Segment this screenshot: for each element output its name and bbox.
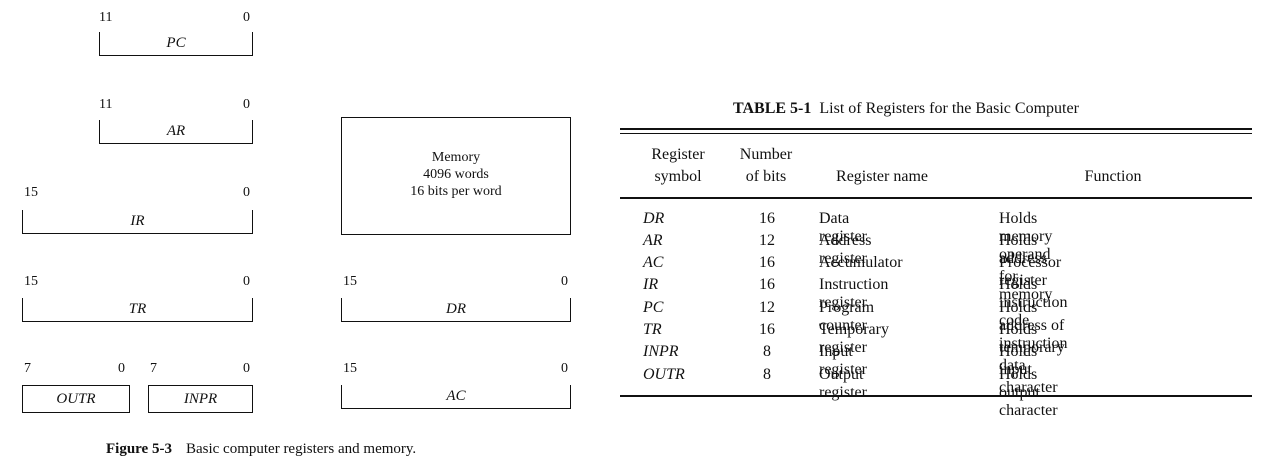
header-number-of-bits: Number of bits (726, 144, 806, 188)
row-symbol: IR (643, 276, 659, 293)
row-name: Instruction register (819, 276, 889, 311)
row-symbol: OUTR (643, 366, 685, 383)
memory-word-size: 16 bits per word (410, 184, 502, 199)
header-bits-line1: Number (739, 146, 793, 163)
memory-size: 4096 words (423, 167, 489, 182)
row-bits: 16 (759, 276, 775, 293)
row-symbol: AR (643, 232, 663, 249)
row-name: Address register (819, 232, 872, 267)
row-name: Accumulator (819, 254, 903, 271)
row-function: Holds instruction code (999, 276, 1068, 329)
table-header-rule (620, 197, 1252, 199)
inpr-register-box: INPR (148, 385, 253, 413)
row-function: Holds temporary data (999, 321, 1065, 374)
row-symbol: INPR (643, 343, 679, 360)
row-name: Temporary register (819, 321, 889, 356)
tr-register-box: TR (22, 298, 253, 322)
dr-register-box: DR (341, 298, 571, 322)
ar-high-bit: 11 (99, 97, 113, 112)
row-bits: 16 (759, 254, 775, 271)
ir-low-bit: 0 (243, 185, 250, 200)
table-top-rule (620, 128, 1252, 130)
ar-register-label: AR (166, 123, 186, 139)
ac-register-label: AC (446, 388, 466, 404)
dr-high-bit: 15 (343, 274, 357, 289)
ac-high-bit: 15 (343, 361, 357, 376)
dr-register-label: DR (446, 301, 466, 317)
ac-register-box: AC (341, 385, 571, 409)
header-symbol-line1: Register (651, 146, 705, 163)
table-title-label: TABLE 5-1 (733, 100, 812, 117)
row-symbol: PC (643, 299, 664, 316)
ar-low-bit: 0 (243, 97, 250, 112)
row-bits: 8 (763, 366, 771, 383)
row-bits: 16 (759, 321, 775, 338)
ir-high-bit: 15 (24, 185, 38, 200)
outr-register-box: OUTR (22, 385, 130, 413)
pc-register-box: PC (99, 32, 253, 56)
figure-caption: Figure 5-3 Basic computer registers and m… (106, 441, 416, 458)
header-bits-line2: of bits (745, 168, 787, 185)
tr-register-label: TR (128, 301, 147, 317)
row-function: Holds memory operand (999, 210, 1053, 263)
tr-high-bit: 15 (24, 274, 38, 289)
header-function: Function (1084, 168, 1142, 185)
inpr-high-bit: 7 (150, 361, 157, 376)
header-register-name: Register name (836, 168, 928, 185)
table-bottom-rule (620, 395, 1252, 397)
row-function: Processor register (999, 254, 1062, 289)
tr-low-bit: 0 (243, 274, 250, 289)
table-title: TABLE 5-1 List of Registers for the Basic… (733, 100, 1079, 118)
table-title-text: List of Registers for the Basic Computer (819, 100, 1079, 117)
row-bits: 12 (759, 232, 775, 249)
inpr-register-label: INPR (183, 390, 218, 407)
table-top-rule-thin (620, 133, 1252, 134)
row-bits: 16 (759, 210, 775, 227)
outr-high-bit: 7 (24, 361, 31, 376)
row-bits: 12 (759, 299, 775, 316)
header-register-symbol: Register symbol (638, 144, 718, 188)
figure-caption-text: Basic computer registers and memory. (185, 441, 417, 457)
row-name: Data register (819, 210, 867, 245)
row-function: Holds address of instruction (999, 299, 1068, 352)
figure-caption-label: Figure 5-3 (106, 441, 172, 457)
pc-low-bit: 0 (243, 10, 250, 25)
row-name: Program counter (819, 299, 875, 334)
row-name: Input register (819, 343, 867, 378)
ir-register-box: IR (22, 210, 253, 234)
row-bits: 8 (763, 343, 771, 360)
pc-register-label: PC (166, 35, 186, 51)
inpr-low-bit: 0 (243, 361, 250, 376)
header-symbol-line2: symbol (654, 168, 702, 185)
row-symbol: TR (643, 321, 662, 338)
outr-register-label: OUTR (56, 390, 96, 407)
row-function: Holds address for memory (999, 232, 1053, 303)
ir-register-label: IR (130, 213, 145, 229)
memory-title: Memory (431, 150, 481, 165)
dr-low-bit: 0 (561, 274, 568, 289)
pc-high-bit: 11 (99, 10, 113, 25)
ar-register-box: AR (99, 120, 253, 144)
row-symbol: AC (643, 254, 664, 271)
row-function: Holds input character (999, 343, 1058, 396)
outr-low-bit: 0 (118, 361, 125, 376)
row-symbol: DR (643, 210, 665, 227)
ac-low-bit: 0 (561, 361, 568, 376)
memory-box: Memory 4096 words 16 bits per word (341, 117, 571, 235)
row-function: Holds output character (999, 366, 1058, 419)
